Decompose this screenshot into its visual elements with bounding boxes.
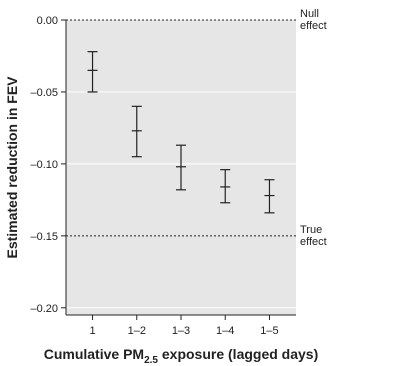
x-axis-label-subscript: 2.5 bbox=[144, 355, 158, 366]
error-bars bbox=[87, 51, 275, 214]
reference-line-label-line: Null bbox=[300, 8, 319, 20]
error-bar bbox=[131, 105, 142, 158]
y-axis: 0.00 –0.05 –0.10 –0.15 –0.20 bbox=[30, 15, 67, 315]
error-bar bbox=[220, 169, 231, 204]
error-bar bbox=[87, 51, 98, 93]
y-tick-label: –0.05 bbox=[30, 87, 58, 99]
reference-line-label-line: True bbox=[300, 224, 322, 236]
reference-line-label-line: effect bbox=[300, 236, 327, 248]
reference-line-label: Null effect bbox=[300, 8, 327, 32]
x-tick-label: 1–5 bbox=[260, 325, 278, 337]
y-axis-label: Estimated reduction in FEV bbox=[4, 76, 20, 259]
reference-line-label-line: effect bbox=[300, 20, 327, 32]
x-axis-label: Cumulative PM2.5 exposure (lagged days) bbox=[44, 346, 319, 366]
x-tick-label: 1–2 bbox=[128, 325, 146, 337]
y-tick-label: 0.00 bbox=[37, 15, 58, 27]
reference-line-label: True effect bbox=[300, 224, 327, 248]
x-tick-label: 1–3 bbox=[172, 325, 190, 337]
error-bar bbox=[176, 144, 186, 191]
x-tick-label: 1 bbox=[89, 325, 95, 337]
x-tick-label: 1–4 bbox=[216, 325, 234, 337]
x-axis-label-prefix: Cumulative PM bbox=[44, 346, 144, 362]
error-bar bbox=[264, 179, 275, 214]
y-tick-label: –0.20 bbox=[30, 303, 58, 315]
x-axis-label-suffix: exposure (lagged days) bbox=[158, 346, 318, 362]
y-tick-label: –0.10 bbox=[30, 159, 58, 171]
y-tick-label: –0.15 bbox=[30, 231, 58, 243]
x-axis: 1 1–2 1–3 1–4 1–5 bbox=[66, 314, 296, 337]
